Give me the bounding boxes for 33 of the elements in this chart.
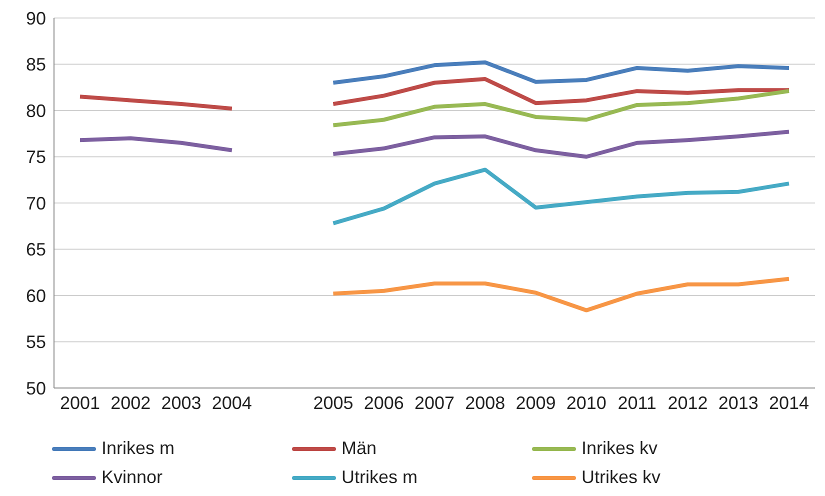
line-series	[331, 60, 791, 85]
legend-label: Utrikes m	[342, 467, 418, 488]
y-tick-label: 55	[26, 332, 46, 352]
x-tick-label: 2004	[212, 392, 252, 413]
legend-label: Inrikes m	[102, 438, 175, 459]
y-tick-label: 75	[26, 147, 46, 168]
y-tick-label: 90	[26, 8, 46, 28]
x-tick-label: 2012	[668, 392, 708, 413]
y-tick-label: 65	[26, 240, 46, 260]
line-series	[331, 168, 791, 226]
x-tick-label: 2005	[313, 392, 354, 413]
legend-label: Män	[342, 438, 377, 459]
legend-label: Kvinnor	[102, 467, 163, 488]
y-tick-label: 70	[26, 193, 46, 214]
x-tick-label: 2006	[364, 392, 404, 413]
legend-label: Utrikes kv	[582, 467, 661, 488]
x-tick-label: 2002	[110, 392, 151, 413]
y-tick-label: 60	[26, 286, 46, 306]
y-tick-label: 80	[26, 100, 46, 121]
x-tick-label: 2003	[161, 392, 202, 413]
x-tick-label: 2008	[465, 392, 506, 413]
x-tick-label: 2001	[60, 392, 100, 413]
y-tick-label: 50	[26, 378, 46, 398]
x-tick-label: 2009	[516, 392, 556, 413]
x-tick-label: 2010	[566, 392, 606, 413]
x-tick-label: 2011	[618, 392, 656, 413]
line-series	[331, 89, 791, 128]
x-tick-label: 2014	[768, 392, 810, 413]
y-tick-label: 85	[26, 54, 46, 75]
x-tick-label: 2007	[414, 392, 455, 413]
legend-label: Inrikes kv	[582, 438, 658, 459]
line-series	[331, 276, 791, 312]
x-tick-label: 2013	[718, 392, 758, 413]
